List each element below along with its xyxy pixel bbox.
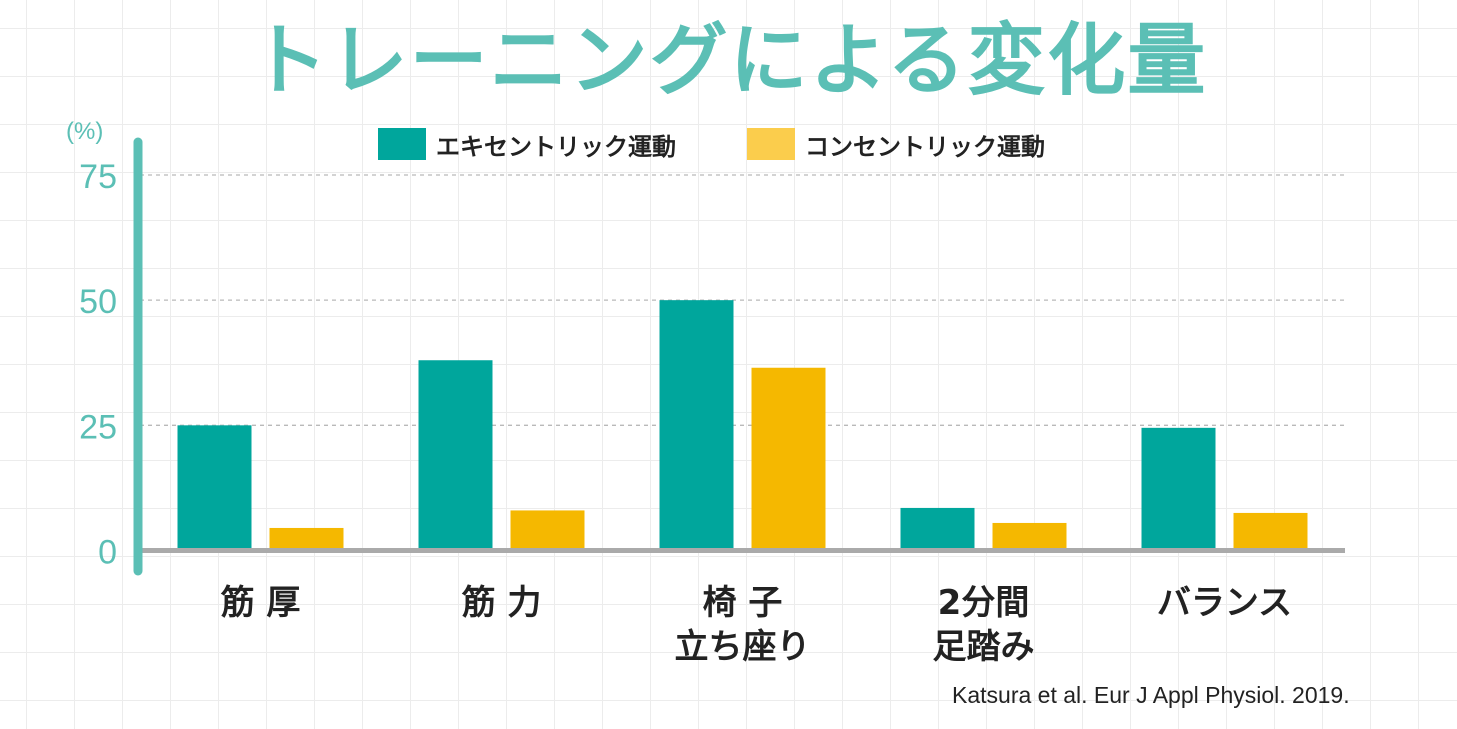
legend-swatch-eccentric bbox=[378, 128, 426, 160]
bar-concentric-0 bbox=[269, 527, 344, 551]
category-label-2-0: 椅 子 bbox=[703, 583, 783, 623]
bar-eccentric-4 bbox=[1141, 427, 1216, 551]
bar-concentric-3 bbox=[992, 522, 1067, 551]
legend-item-eccentric: エキセントリック運動 bbox=[378, 126, 676, 162]
legend-swatch-concentric bbox=[747, 128, 795, 160]
bar-eccentric-2 bbox=[659, 300, 734, 551]
category-label-3-0: 2分間 bbox=[938, 583, 1030, 623]
y-tick-label-0: 0 bbox=[98, 533, 117, 571]
legend-label-concentric: コンセントリック運動 bbox=[805, 132, 1045, 161]
bar-eccentric-0 bbox=[177, 425, 252, 551]
bar-concentric-2 bbox=[751, 367, 826, 551]
category-label-0-0: 筋 厚 bbox=[221, 583, 301, 623]
bar-eccentric-1 bbox=[418, 360, 493, 551]
bar-concentric-4 bbox=[1233, 512, 1308, 551]
y-tick-label-75: 75 bbox=[79, 158, 117, 196]
bar-eccentric-3 bbox=[900, 507, 975, 551]
category-label-3-1: 足踏み bbox=[933, 627, 1035, 667]
legend-item-concentric: コンセントリック運動 bbox=[747, 126, 1045, 162]
y-axis-unit-label: (%) bbox=[66, 118, 104, 145]
category-label-4-0: バランス bbox=[1157, 583, 1292, 623]
chart-title: トレーニングによる変化量 bbox=[249, 16, 1208, 106]
category-label-2-1: 立ち座り bbox=[675, 627, 811, 667]
y-tick-label-25: 25 bbox=[79, 408, 117, 446]
source-citation: Katsura et al. Eur J Appl Physiol. 2019. bbox=[952, 682, 1350, 708]
bar-concentric-1 bbox=[510, 510, 585, 551]
y-tick-label-50: 50 bbox=[79, 283, 117, 321]
category-label-1-0: 筋 力 bbox=[462, 583, 542, 623]
legend-label-eccentric: エキセントリック運動 bbox=[436, 132, 676, 161]
